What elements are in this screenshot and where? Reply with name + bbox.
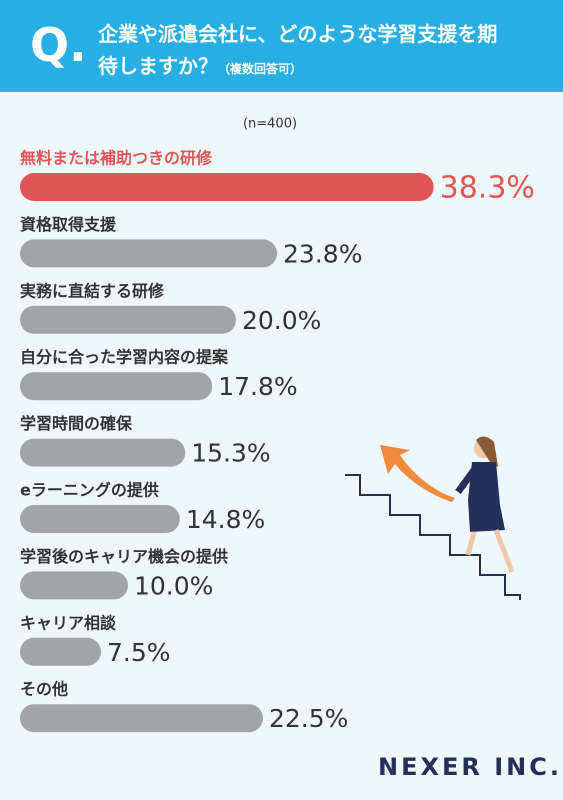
brand: NEXER INC. <box>378 753 562 781</box>
bar <box>20 173 434 201</box>
value-label: 17.8% <box>218 372 297 401</box>
category-label: その他 <box>20 680 68 699</box>
stairs <box>345 474 521 600</box>
bar <box>20 505 180 533</box>
category-label: 資格取得支援 <box>20 215 117 234</box>
illustration <box>345 474 521 600</box>
category-label: キャリア相談 <box>20 613 117 632</box>
value-label: 10.0% <box>134 571 213 600</box>
category-label: 自分に合った学習内容の提案 <box>20 348 229 367</box>
bar <box>20 637 101 666</box>
value-label: 15.3% <box>191 439 270 468</box>
value-label: 20.0% <box>242 306 321 335</box>
bar <box>20 704 263 733</box>
bar <box>20 438 186 467</box>
category-label: 学習時間の確保 <box>20 414 133 433</box>
value-label: 23.8% <box>283 239 362 268</box>
bar <box>20 305 236 334</box>
value-label: 14.8% <box>186 505 265 534</box>
person-body <box>468 462 505 532</box>
sample-size: (n=400) <box>243 117 297 132</box>
arrow <box>380 445 455 502</box>
category-label: eラーニングの提供 <box>20 481 159 500</box>
chart-subtitle: （複数回答可） <box>218 62 303 76</box>
person-hair <box>476 436 498 468</box>
bar <box>20 372 213 401</box>
value-label: 38.3% <box>440 171 535 206</box>
person-legs <box>465 529 515 573</box>
person-arm <box>455 467 477 495</box>
category-label: 実務に直結する研修 <box>20 281 165 300</box>
value-label: 22.5% <box>269 704 348 733</box>
header: Q. 企業や派遣会社に、どのような学習支援を期待しますか？（複数回答可） <box>0 0 563 92</box>
bar <box>20 239 278 268</box>
bar <box>20 571 128 600</box>
question: 企業や派遣会社に、どのような学習支援を期待しますか？（複数回答可） <box>98 18 513 85</box>
chart-title: 企業や派遣会社に、どのような学習支援を期待しますか？ <box>98 22 498 78</box>
category-label: 学習後のキャリア機会の提供 <box>20 547 228 566</box>
value-label: 7.5% <box>107 638 171 667</box>
question-mark: Q. <box>30 18 87 72</box>
category-label: 無料または補助つきの研修 <box>20 149 213 168</box>
